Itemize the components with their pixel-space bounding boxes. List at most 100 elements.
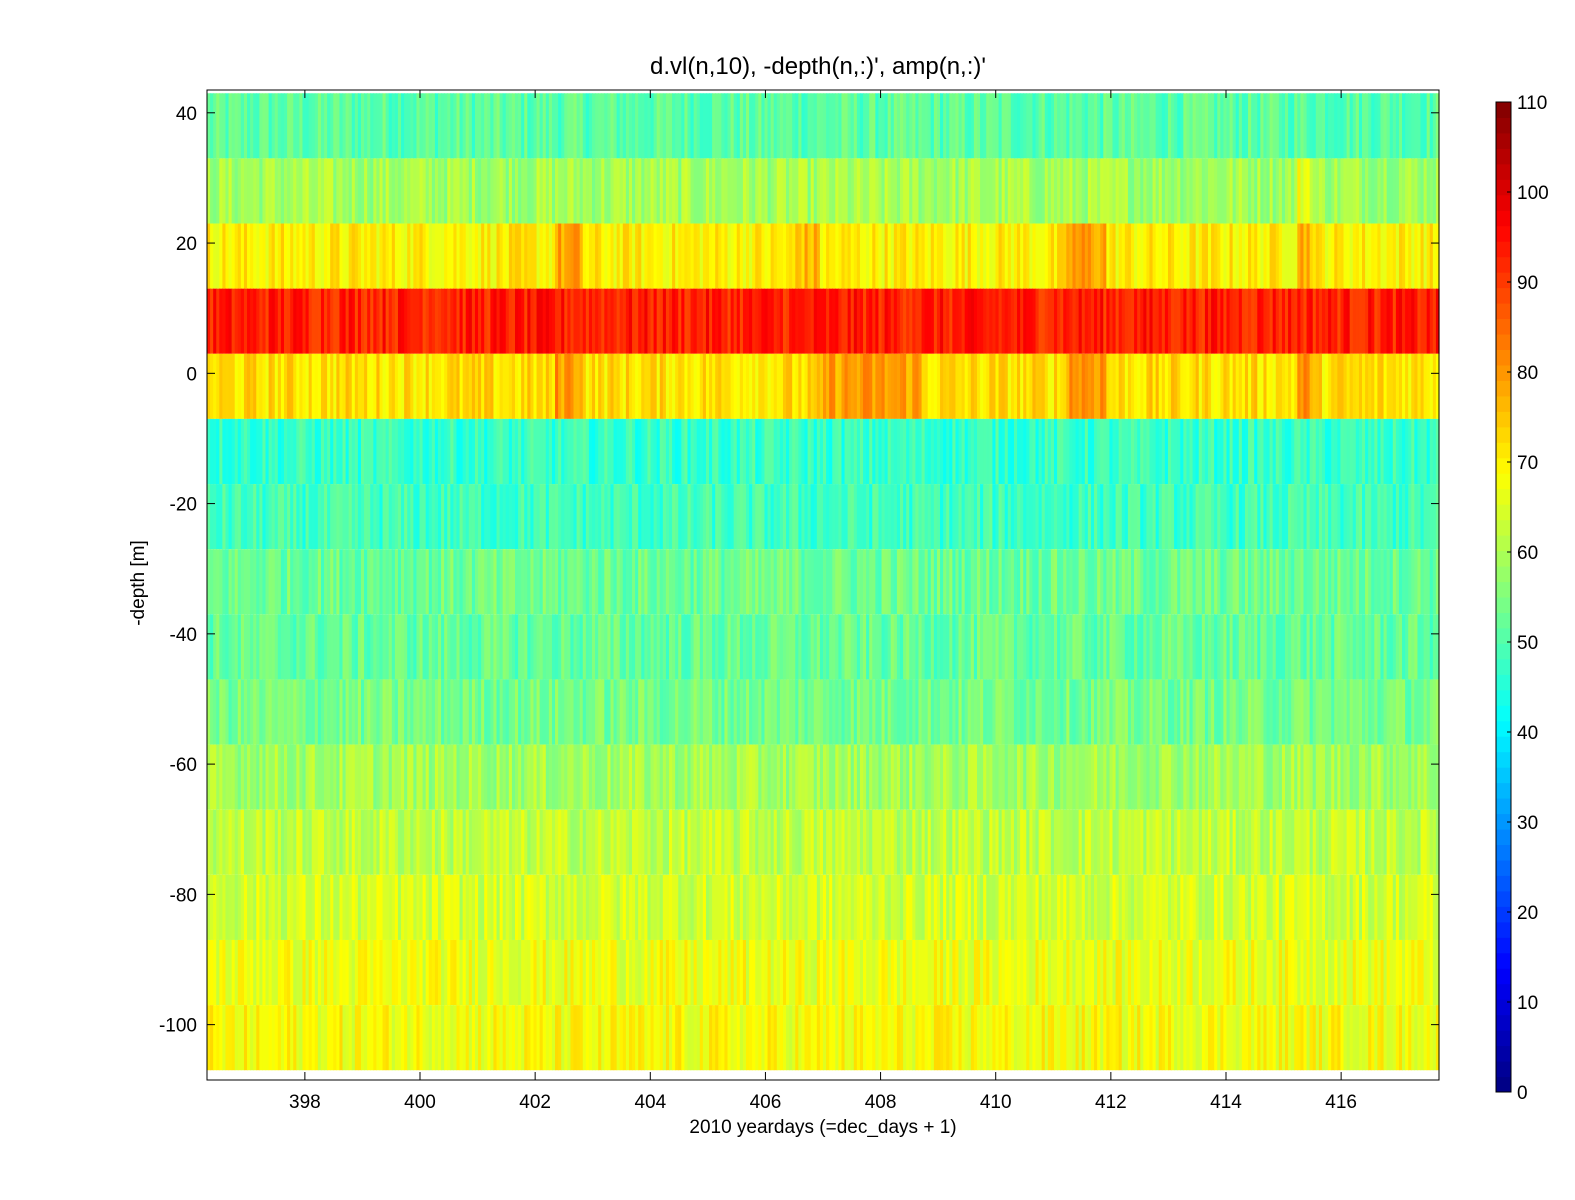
heatmap-cell (382, 679, 387, 745)
heatmap-cell (1238, 809, 1243, 875)
heatmap-cell (268, 353, 273, 419)
heatmap-cell (551, 679, 556, 745)
heatmap-cell (496, 223, 501, 289)
heatmap-cell (1041, 93, 1046, 159)
heatmap-cell (330, 679, 334, 745)
heatmap-cell (287, 679, 291, 745)
heatmap-cell (998, 353, 1003, 419)
heatmap-cell (471, 158, 476, 224)
heatmap-cell (324, 93, 328, 159)
heatmap-cell (508, 744, 513, 810)
heatmap-cell (610, 418, 615, 485)
heatmap-cell (216, 744, 220, 810)
heatmap-cell (450, 744, 454, 810)
heatmap-cell (866, 223, 870, 289)
heatmap-cell (1186, 93, 1191, 159)
heatmap-cell (299, 353, 304, 419)
heatmap-cell (394, 223, 399, 289)
heatmap-cell (511, 93, 516, 159)
heatmap-cell (709, 223, 713, 289)
heatmap-cell (1044, 809, 1049, 875)
heatmap-cell (838, 223, 843, 289)
heatmap-cell (314, 223, 319, 289)
heatmap-cell (1060, 158, 1064, 224)
heatmap-cell (986, 223, 990, 289)
heatmap-cell (216, 288, 220, 354)
heatmap-cell (770, 809, 775, 875)
heatmap-cell (881, 744, 886, 810)
heatmap-cell (342, 288, 347, 354)
heatmap-cell (1312, 484, 1317, 550)
heatmap-cell (382, 288, 387, 354)
heatmap-cell (1288, 809, 1292, 875)
heatmap-cell (502, 744, 507, 810)
heatmap-cell (749, 874, 753, 940)
heatmap-cell (324, 484, 328, 550)
heatmap-cell (1232, 158, 1237, 224)
heatmap-cell (644, 614, 649, 680)
heatmap-cell (1386, 744, 1391, 810)
heatmap-cell (327, 809, 331, 875)
heatmap-cell (518, 809, 522, 875)
heatmap-cell (441, 809, 445, 875)
heatmap-cell (1352, 549, 1357, 615)
heatmap-cell (816, 484, 821, 550)
heatmap-cell (1300, 549, 1305, 615)
heatmap-cell (468, 353, 473, 419)
heatmap-cell (465, 874, 470, 940)
heatmap-cell (379, 158, 384, 224)
heatmap-cell (1281, 288, 1286, 354)
heatmap-cell (314, 614, 319, 680)
heatmap-cell (268, 93, 273, 159)
heatmap-cell (1001, 809, 1006, 875)
heatmap-cell (364, 353, 368, 419)
heatmap-cell (616, 679, 621, 745)
heatmap-cell (592, 484, 596, 550)
heatmap-cell (370, 418, 374, 485)
heatmap-cell (1072, 223, 1077, 289)
heatmap-cell (672, 679, 676, 745)
heatmap-cell (213, 353, 217, 419)
heatmap-cell (302, 288, 307, 354)
heatmap-cell (225, 484, 230, 550)
heatmap-cell (1121, 484, 1126, 550)
heatmap-cell (262, 809, 267, 875)
heatmap-cell (271, 93, 276, 159)
heatmap-cell (441, 679, 445, 745)
heatmap-cell (961, 288, 966, 354)
heatmap-cell (1155, 809, 1160, 875)
heatmap-cell (1414, 484, 1419, 550)
heatmap-cell (681, 614, 685, 680)
heatmap-cell (280, 418, 285, 485)
heatmap-cell (1328, 809, 1332, 875)
heatmap-cell (1408, 223, 1412, 289)
heatmap-cell (853, 418, 858, 485)
heatmap-cell (1041, 744, 1046, 810)
heatmap-cell (1183, 288, 1188, 354)
heatmap-cell (1281, 549, 1286, 615)
heatmap-cell (1346, 809, 1351, 875)
heatmap-cell (222, 353, 227, 419)
heatmap-cell (299, 418, 304, 485)
heatmap-cell (234, 874, 239, 940)
heatmap-cell (693, 549, 698, 615)
heatmap-cell (832, 93, 836, 159)
heatmap-cell (1300, 158, 1305, 224)
heatmap-cell (243, 549, 248, 615)
heatmap-cell (1112, 288, 1117, 354)
heatmap-cell (1075, 549, 1080, 615)
heatmap-cell (240, 679, 245, 745)
heatmap-cell (1054, 223, 1058, 289)
heatmap-cell (912, 418, 916, 485)
heatmap-cell (616, 158, 621, 224)
heatmap-cell (863, 93, 867, 159)
heatmap-cell (712, 679, 716, 745)
heatmap-cell (1306, 809, 1311, 875)
heatmap-cell (1084, 158, 1089, 224)
heatmap-cell (585, 288, 590, 354)
heatmap-cell (1081, 93, 1086, 159)
heatmap-cell (755, 353, 759, 419)
heatmap-cell (487, 744, 491, 810)
heatmap-cell (650, 288, 655, 354)
heatmap-cell (1044, 288, 1049, 354)
